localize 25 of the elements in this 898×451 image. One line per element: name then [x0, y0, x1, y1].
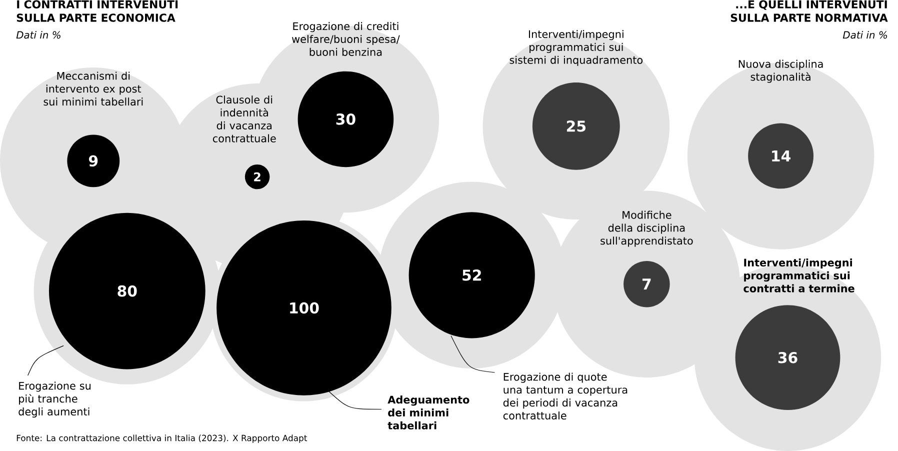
data-label: 2 [254, 172, 260, 182]
data-label: 80 [118, 285, 137, 297]
data-label: 30 [336, 114, 356, 125]
category-label: Adeguamento dei minimi tabellari [388, 396, 470, 430]
data-label: 52 [462, 270, 481, 281]
category-label: Interventi/impegni programmatici sui contratti a termine [744, 258, 854, 292]
data-label: 7 [642, 278, 651, 290]
category-label: Nuova disciplina stagionalità [738, 60, 823, 83]
data-label: 100 [290, 302, 319, 314]
category-label: Modifiche della disciplina sull'apprendistato [600, 210, 693, 247]
text: Dati in % [842, 30, 887, 39]
source-note: Fonte: La contrattazione collettiva in Italia (2023). X Rapporto Adapt [16, 434, 308, 443]
category-label: Clausole di indennità di vacanza contrattuale [212, 96, 276, 142]
category-label: Erogazione di quote una tantum a copertura dei periodi di vacanza contrattuale [503, 372, 628, 420]
data-label: 14 [772, 150, 790, 162]
category-label: Interventi/impegni programmatici sui sistemi di inquadramento [510, 30, 643, 66]
category-label: Meccanismi di intervento ex post sui minimi tabellari [44, 72, 143, 106]
category-label: Erogazione su più tranche degli aumenti [18, 382, 90, 418]
text: ...E QUELLI INTERVENUTI SULLA PARTE NORMATIVA [730, 0, 888, 22]
text: Dati in % [16, 30, 60, 39]
data-label: 9 [88, 155, 98, 167]
category-label: Erogazione di crediti welfare/buoni spesa/ buoni benzina [292, 22, 400, 56]
data-label: 25 [566, 120, 586, 132]
text: I CONTRATTI INTERVENUTI SULLA PARTE ECONOMICA [16, 0, 178, 22]
data-label: 36 [778, 352, 798, 364]
